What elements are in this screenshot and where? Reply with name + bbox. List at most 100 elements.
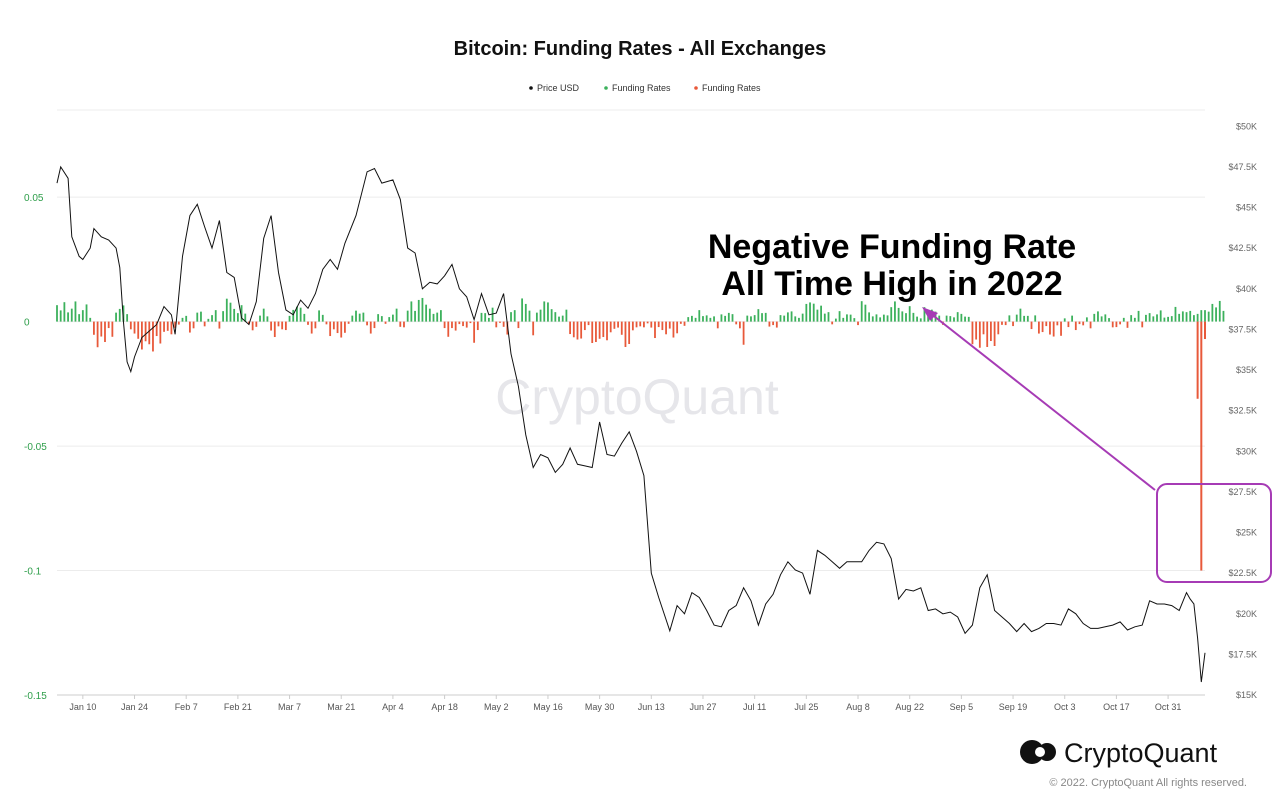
funding-bar-positive [288, 315, 291, 322]
funding-bar-positive [1100, 316, 1103, 322]
funding-bar-negative [329, 321, 332, 337]
funding-bar-positive [392, 314, 394, 322]
funding-bar-positive [1104, 314, 1107, 322]
funding-bar-positive [487, 317, 490, 322]
x-tick-label: Apr 4 [382, 702, 404, 712]
funding-bar-negative [576, 321, 579, 340]
funding-bar-positive [406, 310, 409, 322]
right-tick-label: $30K [1236, 446, 1257, 456]
funding-bar-negative [100, 321, 103, 337]
funding-bar-negative [1045, 321, 1048, 327]
funding-bar-positive [118, 308, 121, 322]
legend-label-funding-positive[interactable]: Funding Rates [612, 83, 671, 93]
funding-bar-negative [166, 321, 169, 331]
left-tick-label: -0.1 [24, 567, 42, 578]
funding-bar-negative [366, 321, 368, 326]
funding-bar-negative [163, 321, 165, 332]
funding-bar-positive [1196, 313, 1199, 322]
funding-bar-positive [846, 314, 848, 322]
funding-bar-negative [159, 321, 162, 344]
right-tick-label: $45K [1236, 203, 1257, 213]
funding-bar-positive [1189, 310, 1192, 322]
funding-bar-negative [399, 321, 402, 327]
funding-bar-positive [1093, 313, 1096, 322]
funding-bar-negative [768, 321, 771, 327]
funding-bar-positive [484, 313, 487, 322]
funding-bar-positive [1085, 317, 1088, 322]
funding-bar-positive [1008, 315, 1011, 322]
funding-bar-negative [1119, 321, 1121, 325]
funding-bar-positive [779, 315, 782, 322]
x-tick-label: Oct 3 [1054, 702, 1076, 712]
brand-logo: CryptoQuant [1020, 738, 1218, 768]
x-tick-label: Aug 8 [846, 702, 870, 712]
x-tick-label: Oct 31 [1155, 702, 1182, 712]
brand-logo-icon-gap [1035, 747, 1045, 757]
funding-bar-positive [56, 305, 58, 322]
funding-bar-positive [85, 304, 88, 322]
funding-bar-positive [750, 316, 752, 322]
funding-bar-positive [395, 308, 398, 322]
funding-bar-negative [572, 321, 575, 338]
funding-bar-positive [524, 303, 527, 322]
funding-bar-negative [654, 321, 656, 339]
funding-bar-positive [222, 311, 225, 322]
funding-bar-negative [270, 321, 272, 331]
funding-bar-negative [152, 321, 154, 352]
funding-bar-positive [901, 311, 904, 322]
funding-bar-positive [960, 313, 963, 322]
funding-bar-negative [218, 321, 221, 329]
funding-bar-negative [613, 321, 616, 329]
funding-bar-positive [687, 317, 690, 322]
right-tick-label: $40K [1236, 284, 1257, 294]
funding-bar-positive [259, 315, 261, 322]
funding-bar-negative [310, 321, 313, 334]
funding-bar-positive [1071, 315, 1074, 322]
funding-bar-positive [886, 315, 889, 322]
funding-bar-positive [1218, 300, 1221, 322]
funding-bar-negative [458, 321, 461, 325]
funding-bar-positive [1174, 306, 1177, 322]
funding-bar-positive [561, 315, 564, 322]
funding-bar-negative [978, 321, 981, 348]
funding-bar-positive [820, 305, 822, 322]
right-tick-label: $17.5K [1228, 649, 1257, 659]
funding-bar-negative [1115, 321, 1118, 328]
funding-bar-negative [643, 321, 645, 328]
funding-bar-negative [495, 321, 498, 328]
funding-bar-positive [916, 316, 918, 322]
funding-bar-positive [720, 314, 723, 322]
funding-bar-positive [480, 312, 483, 322]
annotation-line-2: All Time High in 2022 [721, 265, 1062, 303]
funding-bar-positive [380, 316, 383, 322]
funding-bar-positive [794, 316, 797, 322]
funding-bar-negative [661, 321, 664, 331]
legend[interactable]: Price USD Funding Rates Funding Rates [529, 83, 761, 93]
funding-bar-positive [200, 311, 202, 322]
funding-bar-positive [436, 312, 439, 322]
funding-bar-positive [1181, 311, 1184, 322]
funding-bar-negative [831, 321, 834, 325]
funding-bar-negative [591, 321, 594, 344]
legend-label-funding-negative[interactable]: Funding Rates [702, 83, 761, 93]
left-tick-label: 0.05 [24, 193, 44, 204]
funding-bar-positive [709, 317, 712, 322]
funding-bar-positive [801, 313, 804, 322]
funding-bar-positive [236, 313, 239, 322]
funding-bar-negative [347, 321, 350, 324]
funding-bar-negative [517, 321, 520, 329]
funding-bar-positive [292, 309, 295, 322]
funding-bar-positive [351, 315, 354, 322]
legend-label-price[interactable]: Price USD [537, 83, 580, 93]
funding-bar-negative [738, 321, 741, 329]
chart-title: Bitcoin: Funding Rates - All Exchanges [454, 38, 827, 60]
funding-bar-negative [1001, 321, 1003, 325]
x-tick-label: Mar 21 [327, 702, 355, 712]
funding-bar-positive [1122, 317, 1125, 322]
funding-bar-positive [535, 312, 538, 322]
funding-bar-positive [321, 314, 324, 322]
funding-bar-negative [1052, 321, 1055, 337]
funding-bar-negative [617, 321, 619, 328]
funding-bar-positive [425, 304, 428, 322]
